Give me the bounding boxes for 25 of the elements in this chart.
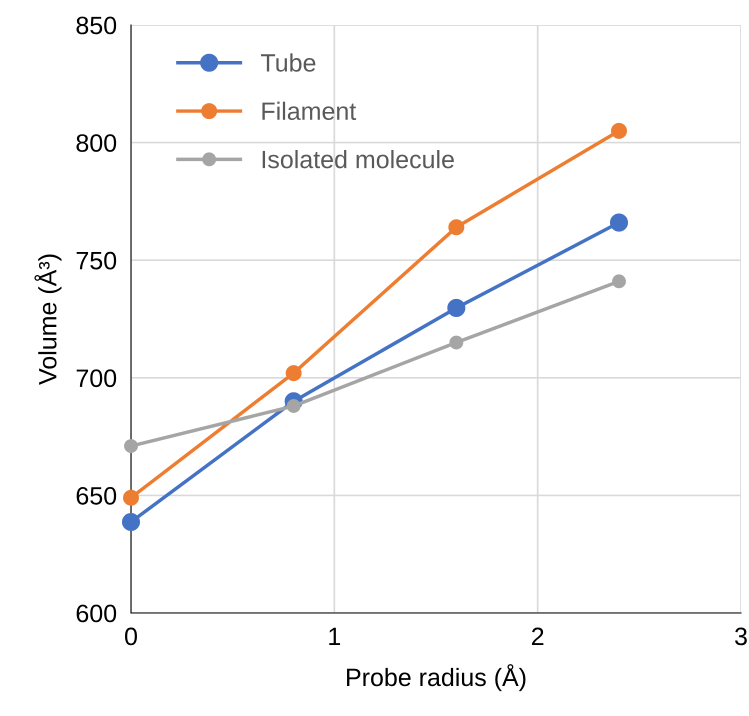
point	[448, 219, 464, 236]
point	[612, 274, 626, 288]
x-axis-title: Probe radius (Å)	[347, 664, 526, 692]
y-tick-label: 650	[76, 487, 116, 505]
x-tick-label: 1	[329, 628, 340, 646]
y-tick-label: 850	[76, 16, 116, 34]
x-tick-label: 0	[125, 628, 137, 646]
point	[124, 439, 138, 453]
point	[286, 365, 302, 382]
legend-label: Isolated molecule	[262, 150, 454, 168]
legend-label: Filament	[262, 102, 356, 120]
y-tick-label: 800	[76, 134, 116, 152]
y-tick-label: 750	[76, 252, 116, 270]
point	[447, 298, 466, 317]
y-tick-label: 600	[76, 604, 116, 622]
point	[122, 512, 140, 532]
x-tick-label: 3	[735, 628, 747, 646]
point	[123, 490, 139, 506]
point	[449, 336, 464, 350]
y-tick-label: 700	[76, 369, 116, 388]
legend-label: Tube	[260, 53, 316, 72]
x-tick-label: 2	[532, 628, 544, 646]
y-axis-title: Volume (Å³)	[34, 254, 62, 385]
point	[610, 214, 628, 232]
point	[611, 122, 627, 139]
